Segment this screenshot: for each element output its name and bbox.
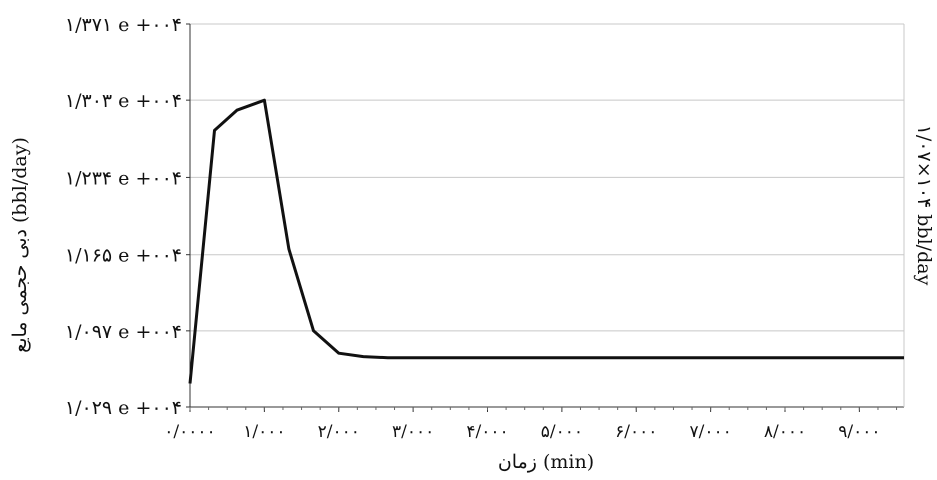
- y-tick-label: ۱/۲۳۴ e +۰۰۴: [65, 167, 182, 189]
- x-tick-label: ۴/۰۰۰: [466, 422, 508, 442]
- x-tick-label: ۱/۰۰۰: [243, 422, 285, 442]
- y-tick-label: ۱/۰۹۷ e +۰۰۴: [65, 321, 182, 343]
- x-tick-label: ۵/۰۰۰: [541, 422, 583, 442]
- right-axis-annotation: ۱/۰۷×۱۰۴ bbl/day: [913, 125, 935, 286]
- y-tick-label: ۱/۰۲۹ e +۰۰۴: [65, 397, 182, 419]
- x-tick-label: ۷/۰۰۰: [689, 422, 731, 442]
- x-tick-label: ۳/۰۰۰: [392, 422, 434, 442]
- series-line: [188, 98, 904, 384]
- x-tick-label: ۲/۰۰۰: [318, 422, 360, 442]
- x-tick-label: ۰/۰۰۰۰: [164, 422, 215, 442]
- y-tick-label: ۱/۳۷۱ e +۰۰۴: [65, 14, 182, 36]
- axes-layer: ۱/۳۷۱ e +۰۰۴ ۱/۳۰۳ e +۰۰۴ ۱/۲۳۴ e +۰۰۴ ۱/۱۶…: [65, 14, 905, 442]
- series-layer: [188, 98, 904, 384]
- labels-layer: زمان (min) دبی حجمی مایع (bbl/day) ۱/۰۷×…: [9, 125, 935, 473]
- x-axis-title: زمان (min): [498, 451, 594, 473]
- x-tick-label: ۹/۰۰۰: [838, 422, 880, 442]
- y-tick-label: ۱/۳۰۳ e +۰۰۴: [65, 90, 182, 112]
- y-tick-label: ۱/۱۶۵ e +۰۰۴: [65, 245, 182, 267]
- grid-layer: [190, 23, 904, 408]
- x-tick-label: ۶/۰۰۰: [615, 422, 657, 442]
- x-tick-label: ۸/۰۰۰: [764, 422, 806, 442]
- y-axis-title: دبی حجمی مایع (bbl/day): [9, 137, 31, 353]
